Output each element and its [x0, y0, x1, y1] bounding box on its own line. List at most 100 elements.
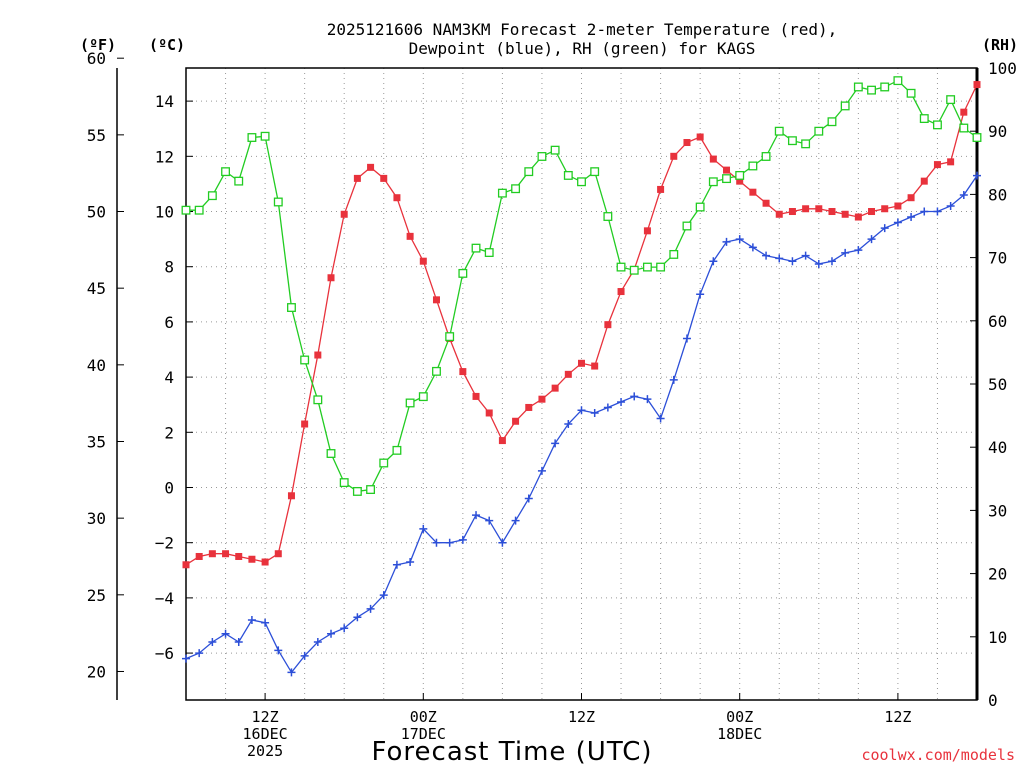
x-tick-label: 17DEC: [401, 725, 446, 743]
2-meter-temperature-point: [828, 208, 836, 216]
2-meter-temperature-point: [973, 81, 981, 89]
dewpoint-point: [208, 638, 217, 647]
2-meter-temperature-point: [841, 210, 849, 218]
rh-point: [761, 152, 771, 161]
rh-tick-label: 40: [988, 438, 1007, 457]
2-meter-temperature-point: [459, 368, 467, 376]
rh-point: [695, 202, 705, 212]
credit-link[interactable]: coolwx.com/models: [861, 746, 1015, 764]
2-meter-temperature-point: [657, 185, 665, 193]
gridlines: [186, 68, 977, 700]
rh-point: [946, 95, 956, 105]
rh-point: [458, 268, 468, 278]
rh-point: [181, 205, 191, 215]
2-meter-temperature-point: [327, 274, 335, 282]
2-meter-temperature-point: [380, 174, 388, 182]
x-tick-label: 00Z: [410, 708, 437, 726]
dewpoint-point: [432, 538, 441, 547]
rh-tick-label: 30: [988, 501, 1007, 520]
rh-point: [379, 458, 389, 468]
rh-point: [432, 366, 441, 376]
dewpoint-point: [841, 248, 850, 257]
dewpoint-point: [814, 259, 823, 268]
fahrenheit-tick-label: 50: [87, 203, 106, 222]
2-meter-temperature-point: [604, 321, 612, 329]
dewpoint-point: [485, 516, 494, 525]
rh-point: [563, 170, 573, 180]
dewpoint-point: [893, 218, 902, 227]
dewpoint-point: [221, 629, 230, 638]
dewpoint-point: [907, 213, 916, 222]
fahrenheit-tick-label: 40: [87, 356, 106, 375]
2-meter-temperature-point: [815, 205, 823, 213]
dewpoint-point: [880, 224, 889, 233]
dewpoint-point: [827, 257, 836, 266]
2-meter-temperature-point: [222, 550, 230, 558]
2-meter-temperature-point: [353, 174, 361, 182]
2-meter-temperature-point: [393, 194, 401, 202]
2-meter-temperature-point: [854, 213, 862, 221]
rh-point: [669, 249, 679, 259]
celsius-tick-label: 4: [164, 368, 174, 387]
dewpoint-point: [709, 257, 718, 266]
rh-point: [867, 85, 876, 95]
2-meter-temperature-point: [208, 550, 216, 558]
rh-point: [366, 485, 376, 494]
rh-point: [722, 174, 731, 184]
2-meter-temperature-point: [802, 205, 810, 213]
fahrenheit-tick-label: 35: [87, 432, 106, 451]
rh-point: [708, 177, 718, 187]
x-tick-label: 00Z: [726, 708, 753, 726]
celsius-tick-label: 10: [155, 203, 174, 222]
rh-point: [959, 123, 969, 133]
data-series: [181, 77, 982, 677]
2-meter-temperature-point: [274, 550, 282, 558]
2-meter-temperature-point: [907, 194, 915, 202]
2-meter-temperature-point: [933, 161, 941, 169]
2-meter-temperature-point: [762, 199, 770, 207]
dewpoint-point: [458, 535, 467, 544]
dewpoint-point: [313, 638, 322, 647]
dewpoint-point: [327, 629, 336, 638]
dewpoint-point: [524, 494, 533, 503]
rh-point: [273, 197, 283, 207]
x-tick-label: 16DEC: [243, 725, 288, 743]
rh-point: [972, 133, 982, 142]
dewpoint-point: [366, 604, 375, 613]
rh-point: [853, 82, 863, 92]
chart-title-line1: 2025121606 NAM3KM Forecast 2-meter Tempe…: [327, 20, 838, 39]
2-meter-temperature-point: [261, 558, 269, 566]
dewpoint-point: [722, 237, 731, 246]
dewpoint-point: [247, 615, 256, 624]
rh-tick-label: 60: [988, 312, 1007, 331]
rh-point: [326, 449, 336, 458]
rh-point: [405, 398, 415, 408]
2-meter-temperature-point: [419, 257, 427, 265]
rh-point: [234, 176, 244, 186]
dewpoint-point: [973, 171, 981, 180]
rh-tick-label: 80: [988, 185, 1007, 204]
2-meter-temperature-point: [617, 288, 625, 296]
2-meter-temperature-point: [591, 362, 599, 370]
2-meter-temperature-point: [881, 205, 889, 213]
dewpoint-point: [933, 207, 942, 216]
x-tick-label: 12Z: [884, 708, 911, 726]
dewpoint-point: [392, 560, 401, 569]
x-tick-label: 18DEC: [717, 725, 762, 743]
rh-point: [801, 139, 811, 149]
2-meter-temperature-point: [643, 227, 651, 235]
2-meter-temperature-point: [894, 202, 902, 210]
rh-point: [392, 445, 402, 455]
dewpoint-point: [590, 408, 599, 417]
2-meter-temperature-point: [723, 166, 731, 174]
dewpoint-point: [630, 392, 639, 401]
rh-tick-label: 20: [988, 565, 1007, 584]
rh-point: [774, 126, 784, 136]
dewpoint-point: [445, 538, 454, 547]
rh-line: [186, 79, 978, 493]
rh-point: [445, 332, 455, 342]
2-meter-temperature-point: [564, 370, 572, 378]
chart-title-line2: Dewpoint (blue), RH (green) for KAGS: [409, 39, 756, 58]
2-meter-temperature-point: [314, 351, 322, 359]
rh-point: [524, 167, 534, 177]
